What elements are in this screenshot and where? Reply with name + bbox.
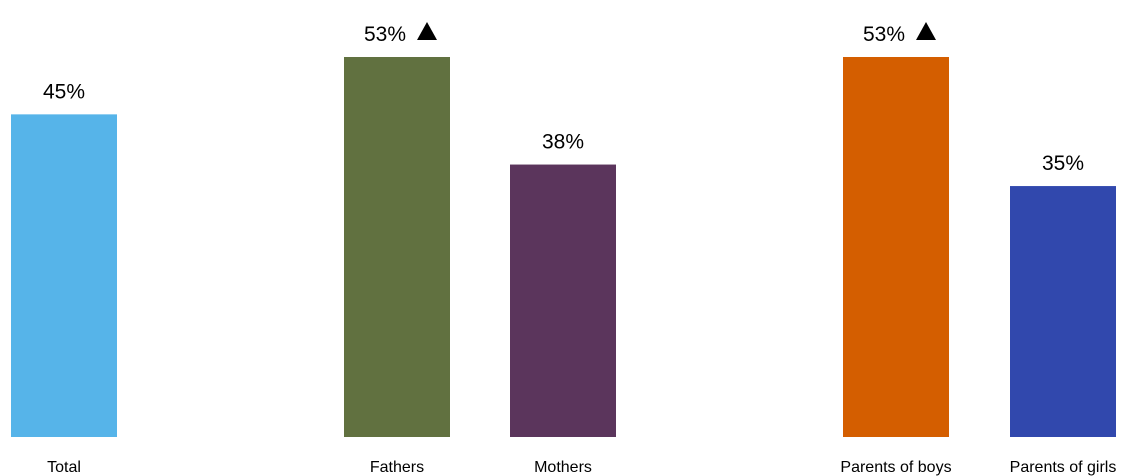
category-label-parents-of-girls: Parents of girls <box>1010 459 1117 476</box>
bar-total <box>11 114 117 437</box>
bar-mothers <box>510 164 616 437</box>
data-label-parents-of-boys: 53% <box>863 23 905 46</box>
data-label-mothers: 38% <box>542 131 584 154</box>
data-label-parents-of-girls: 35% <box>1042 152 1084 175</box>
bar-parents-of-girls <box>1010 186 1116 437</box>
bar-parents-of-boys <box>843 57 949 437</box>
significance-up-icon <box>916 22 936 40</box>
bar-fathers <box>344 57 450 437</box>
category-label-parents-of-boys: Parents of boys <box>840 459 951 476</box>
data-label-total: 45% <box>43 80 85 103</box>
data-label-fathers: 53% <box>364 23 406 46</box>
category-label-fathers: Fathers <box>370 459 424 476</box>
significance-up-icon <box>417 22 437 40</box>
category-label-total: Total <box>47 459 81 476</box>
category-label-mothers: Mothers <box>534 459 592 476</box>
